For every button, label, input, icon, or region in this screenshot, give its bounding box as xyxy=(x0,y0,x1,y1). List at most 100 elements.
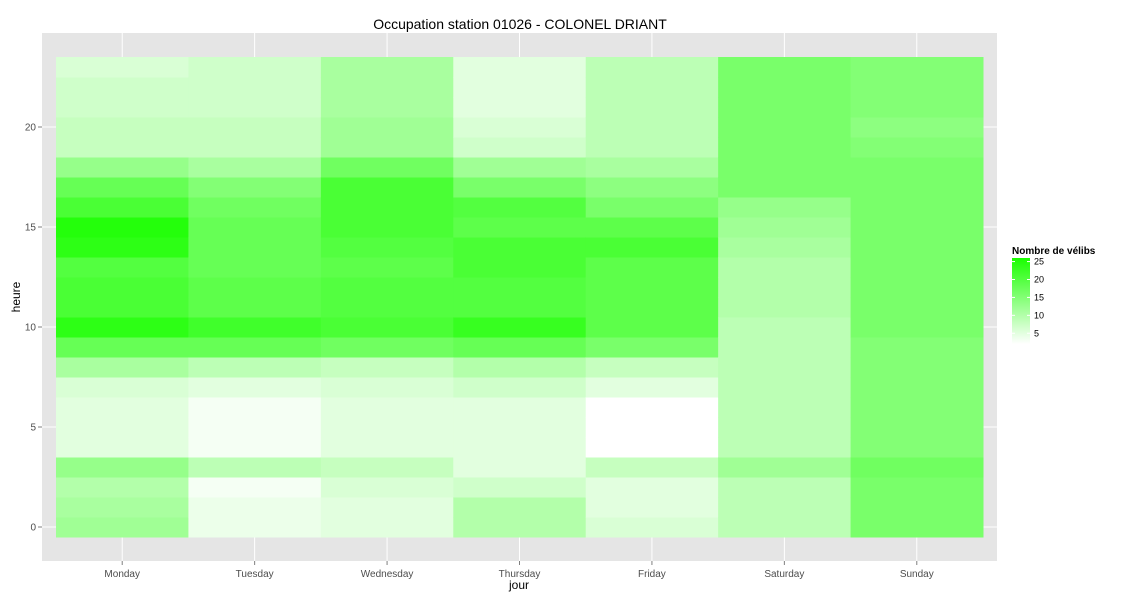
heat-tile xyxy=(188,437,322,458)
heat-tile xyxy=(453,157,587,178)
heat-tile xyxy=(850,97,984,118)
heat-tile xyxy=(453,357,587,378)
heat-tile xyxy=(453,497,587,518)
heat-tile xyxy=(56,237,189,258)
heat-tile xyxy=(850,277,984,298)
heat-tile xyxy=(585,457,719,478)
heat-tile xyxy=(453,297,587,318)
heat-tile xyxy=(56,137,189,158)
heat-tile xyxy=(320,317,454,338)
heat-tile xyxy=(850,217,984,238)
y-tick-label: 0 xyxy=(30,523,36,534)
heat-tile xyxy=(188,277,322,298)
heat-tile xyxy=(320,257,454,278)
heat-tile xyxy=(585,217,719,238)
heat-tile xyxy=(320,417,454,438)
heat-tile xyxy=(850,257,984,278)
y-tick-label: 10 xyxy=(25,323,37,334)
heat-tile xyxy=(585,517,719,538)
heat-tile xyxy=(585,297,719,318)
x-tick-label: Tuesday xyxy=(236,569,274,580)
heat-tile xyxy=(320,397,454,418)
heat-tile xyxy=(188,197,322,218)
heat-tile xyxy=(718,137,852,158)
heat-tile xyxy=(320,517,454,538)
heat-tile xyxy=(850,177,984,198)
heat-tile xyxy=(320,217,454,238)
heat-tile xyxy=(320,237,454,258)
heat-tile xyxy=(188,337,322,358)
heat-tile xyxy=(585,137,719,158)
legend-label: 15 xyxy=(1034,292,1044,302)
heat-tile xyxy=(718,297,852,318)
heat-tile xyxy=(718,317,852,338)
heat-tile xyxy=(585,57,719,78)
heat-tile xyxy=(453,517,587,538)
legend-label: 5 xyxy=(1034,328,1039,338)
heat-tile xyxy=(453,277,587,298)
heat-tile xyxy=(850,117,984,138)
heat-tile xyxy=(56,97,189,118)
heat-tile xyxy=(585,117,719,138)
x-tick-label: Sunday xyxy=(900,569,934,580)
heat-tile xyxy=(56,457,189,478)
heat-tile xyxy=(850,157,984,178)
heat-tile xyxy=(718,337,852,358)
heat-tile xyxy=(320,57,454,78)
chart-title: Occupation station 01026 - COLONEL DRIAN… xyxy=(373,16,667,32)
heat-tile xyxy=(718,97,852,118)
heat-tile xyxy=(56,257,189,278)
heat-tile xyxy=(585,157,719,178)
heat-tile xyxy=(585,197,719,218)
heat-tile xyxy=(188,237,322,258)
heat-tile xyxy=(718,257,852,278)
heat-tile xyxy=(188,57,322,78)
heat-tile xyxy=(56,377,189,398)
heat-tile xyxy=(453,117,587,138)
heat-tile xyxy=(188,497,322,518)
x-tick-label: Thursday xyxy=(499,569,541,580)
heat-tile xyxy=(585,377,719,398)
heat-tile xyxy=(453,477,587,498)
heat-tile xyxy=(850,197,984,218)
heat-tile xyxy=(718,377,852,398)
heat-tile xyxy=(718,117,852,138)
heat-tile xyxy=(320,177,454,198)
heat-tile xyxy=(188,157,322,178)
heat-tile xyxy=(718,177,852,198)
heat-tile xyxy=(850,517,984,538)
heat-tile xyxy=(585,497,719,518)
heat-tile xyxy=(453,177,587,198)
heat-tile xyxy=(718,417,852,438)
heat-tile xyxy=(188,257,322,278)
heat-tile xyxy=(850,57,984,78)
heat-tile xyxy=(188,77,322,98)
heat-tile xyxy=(585,337,719,358)
legend-label: 25 xyxy=(1034,257,1044,267)
heat-tile xyxy=(850,377,984,398)
heat-tile xyxy=(850,357,984,378)
heat-tile xyxy=(188,317,322,338)
heat-tile xyxy=(188,517,322,538)
legend-colorbar xyxy=(1012,258,1030,344)
heat-tile xyxy=(585,177,719,198)
heat-tile xyxy=(56,397,189,418)
heat-tile xyxy=(718,457,852,478)
x-tick-label: Saturday xyxy=(764,569,804,580)
heat-tile xyxy=(850,397,984,418)
heat-tile xyxy=(585,237,719,258)
heat-tile xyxy=(56,117,189,138)
heat-tile xyxy=(585,97,719,118)
heat-tile xyxy=(850,497,984,518)
heat-tile xyxy=(718,357,852,378)
heat-tile xyxy=(56,517,189,538)
heat-tile xyxy=(56,437,189,458)
heat-tile xyxy=(585,437,719,458)
x-axis-title: jour xyxy=(508,578,529,592)
x-tick-label: Friday xyxy=(638,569,666,580)
y-tick-label: 5 xyxy=(30,423,36,434)
heat-tile xyxy=(320,477,454,498)
heat-tile xyxy=(188,377,322,398)
heat-tile xyxy=(56,277,189,298)
heat-tile xyxy=(718,77,852,98)
